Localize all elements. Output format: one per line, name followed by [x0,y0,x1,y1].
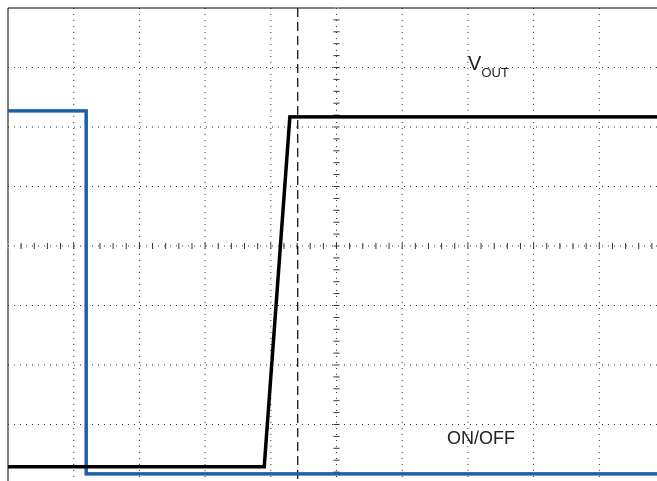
onoff-label: ON/OFF [447,428,515,448]
vout-label: VOUT [468,53,509,80]
vout-main: V [468,53,482,75]
grid [7,7,657,481]
vout-sub: OUT [481,65,509,80]
trace-line [8,115,657,469]
traces [8,109,657,476]
trace-line [8,109,657,476]
